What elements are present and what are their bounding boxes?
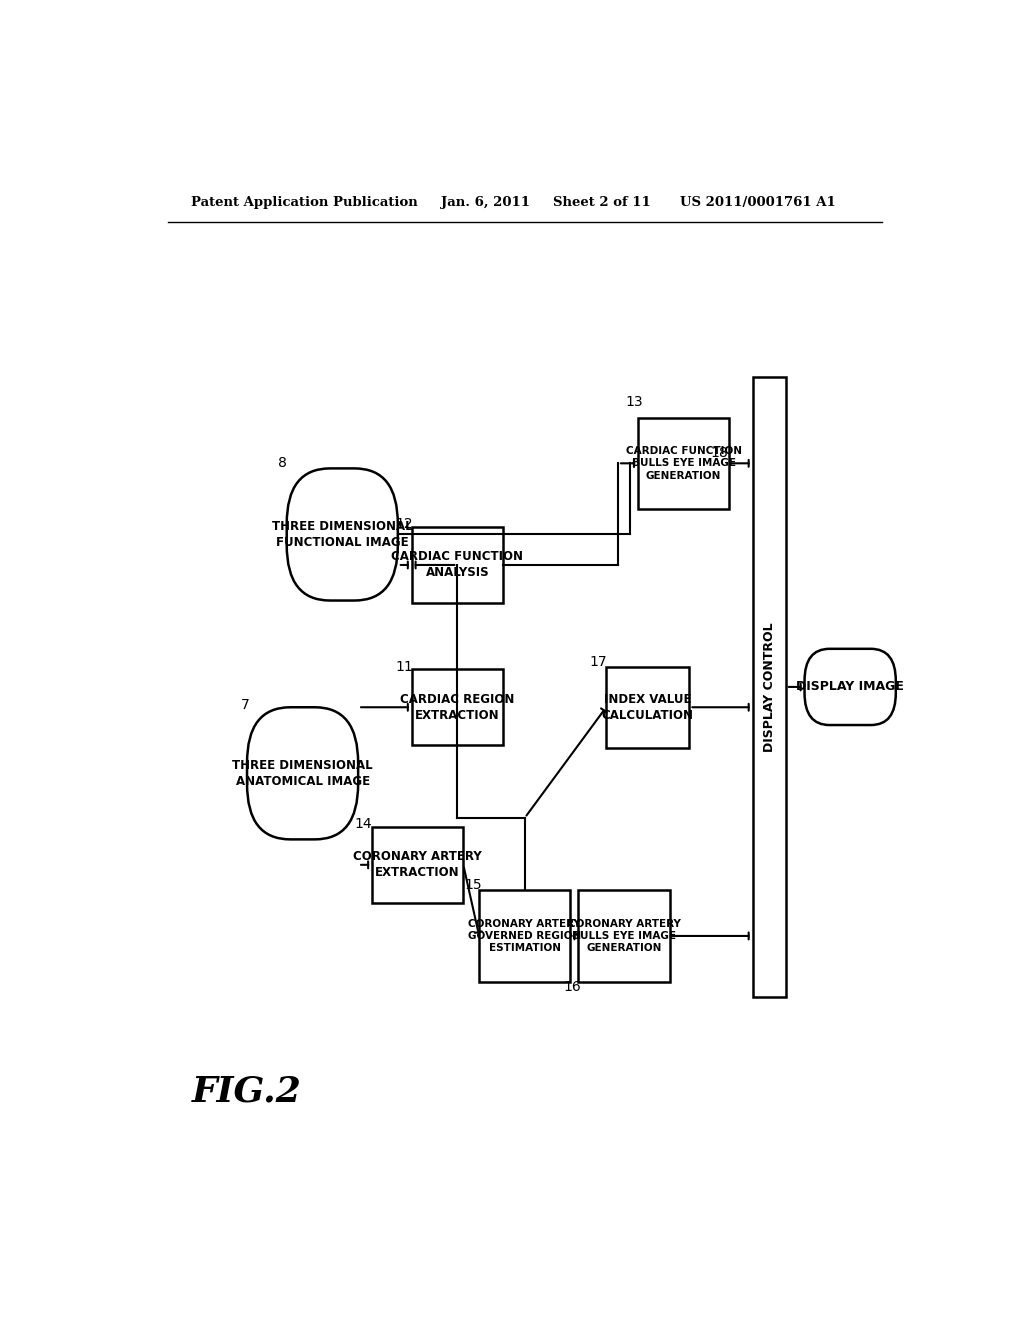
- FancyBboxPatch shape: [247, 708, 358, 840]
- Text: 14: 14: [355, 817, 373, 832]
- Text: CARDIAC REGION
EXTRACTION: CARDIAC REGION EXTRACTION: [400, 693, 514, 722]
- Text: CARDIAC FUNCTION
ANALYSIS: CARDIAC FUNCTION ANALYSIS: [391, 550, 523, 579]
- Text: 13: 13: [626, 395, 643, 409]
- Text: DISPLAY CONTROL: DISPLAY CONTROL: [763, 622, 776, 752]
- Text: CORONARY ARTERY
EXTRACTION: CORONARY ARTERY EXTRACTION: [353, 850, 482, 879]
- Text: Jan. 6, 2011: Jan. 6, 2011: [441, 195, 530, 209]
- FancyBboxPatch shape: [287, 469, 397, 601]
- Text: US 2011/0001761 A1: US 2011/0001761 A1: [680, 195, 836, 209]
- Text: INDEX VALUE
CALCULATION: INDEX VALUE CALCULATION: [602, 693, 694, 722]
- Text: FIG.2: FIG.2: [191, 1074, 301, 1109]
- Text: 8: 8: [279, 457, 287, 470]
- FancyBboxPatch shape: [638, 417, 729, 510]
- FancyBboxPatch shape: [412, 527, 503, 603]
- Text: THREE DIMENSIONAL
ANATOMICAL IMAGE: THREE DIMENSIONAL ANATOMICAL IMAGE: [232, 759, 373, 788]
- Text: Sheet 2 of 11: Sheet 2 of 11: [553, 195, 650, 209]
- FancyBboxPatch shape: [579, 890, 670, 982]
- Text: CARDIAC FUNCTION
BULLS EYE IMAGE
GENERATION: CARDIAC FUNCTION BULLS EYE IMAGE GENERAT…: [626, 446, 741, 480]
- FancyBboxPatch shape: [412, 669, 503, 746]
- Text: CORONARY ARTERY
BULLS EYE IMAGE
GENERATION: CORONARY ARTERY BULLS EYE IMAGE GENERATI…: [567, 919, 680, 953]
- FancyBboxPatch shape: [753, 378, 785, 997]
- Text: 18: 18: [711, 446, 728, 461]
- Text: DISPLAY IMAGE: DISPLAY IMAGE: [797, 680, 904, 693]
- Text: 12: 12: [395, 517, 413, 532]
- Text: 11: 11: [395, 660, 413, 673]
- Text: 16: 16: [563, 979, 582, 994]
- Text: THREE DIMENSIONAL
FUNCTIONAL IMAGE: THREE DIMENSIONAL FUNCTIONAL IMAGE: [272, 520, 413, 549]
- FancyBboxPatch shape: [479, 890, 570, 982]
- FancyBboxPatch shape: [606, 667, 689, 748]
- Text: 15: 15: [465, 878, 482, 892]
- Text: Patent Application Publication: Patent Application Publication: [191, 195, 418, 209]
- FancyBboxPatch shape: [372, 826, 463, 903]
- Text: 17: 17: [589, 655, 606, 668]
- Text: 7: 7: [241, 698, 250, 713]
- FancyBboxPatch shape: [805, 649, 896, 725]
- Text: CORONARY ARTERY
GOVERNED REGION
ESTIMATION: CORONARY ARTERY GOVERNED REGION ESTIMATI…: [468, 919, 582, 953]
